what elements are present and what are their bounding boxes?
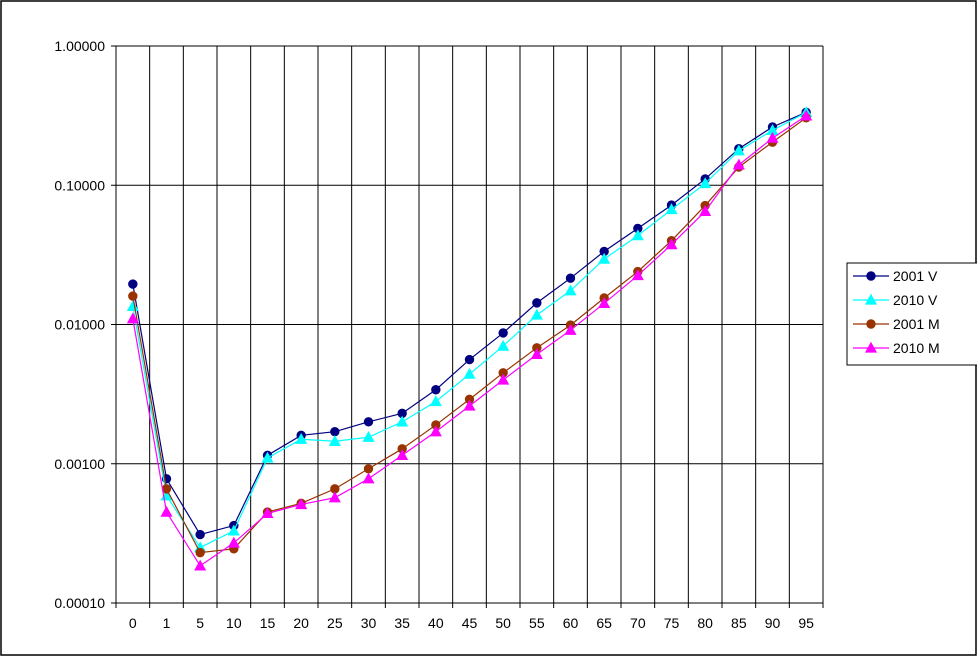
x-tick-label: 1 bbox=[163, 615, 171, 631]
x-tick-label: 60 bbox=[563, 615, 579, 631]
data-point bbox=[128, 279, 138, 289]
data-point bbox=[598, 252, 611, 264]
data-point bbox=[564, 323, 577, 335]
data-point bbox=[800, 109, 813, 121]
data-point bbox=[194, 559, 207, 571]
x-tick-label: 40 bbox=[428, 615, 444, 631]
x-axis-ticks: 0 1 5 10 15 20 25 30 35 40 45 50 55 60 65 70 75 80 85 90 95 bbox=[115, 603, 824, 631]
data-point bbox=[328, 435, 341, 446]
data-point bbox=[699, 205, 712, 216]
grid bbox=[116, 45, 824, 604]
data-point bbox=[431, 385, 441, 395]
data-point bbox=[532, 298, 542, 308]
x-tick-label: 85 bbox=[731, 615, 747, 631]
data-point bbox=[464, 354, 475, 365]
legend-marker bbox=[864, 341, 878, 353]
x-tick-label: 75 bbox=[664, 615, 680, 631]
data-point bbox=[497, 339, 510, 351]
y-axis-ticks: 1.00000 0.10000 0.01000 0.00100 0.00010 bbox=[54, 38, 116, 611]
x-tick-label: 0 bbox=[129, 615, 137, 631]
data-point bbox=[227, 536, 240, 548]
data-point bbox=[665, 238, 678, 250]
data-point bbox=[330, 426, 340, 437]
legend-marker bbox=[866, 319, 876, 329]
data-point bbox=[396, 415, 409, 427]
x-tick-label: 15 bbox=[260, 615, 276, 631]
x-tick-label: 30 bbox=[361, 615, 377, 631]
data-point bbox=[565, 273, 576, 283]
data-point bbox=[463, 399, 476, 411]
data-point bbox=[530, 308, 543, 320]
data-point bbox=[261, 451, 274, 463]
legend-label: 2001 V bbox=[893, 268, 938, 284]
y-tick-label: 0.00100 bbox=[54, 456, 105, 472]
legend-label: 2010 M bbox=[893, 340, 940, 356]
x-tick-label: 50 bbox=[495, 615, 511, 631]
data-point bbox=[497, 373, 510, 385]
data-point bbox=[328, 491, 341, 503]
x-tick-label: 55 bbox=[529, 615, 545, 631]
y-tick-label: 1.00000 bbox=[54, 38, 105, 54]
y-tick-label: 0.00010 bbox=[54, 595, 105, 611]
x-tick-label: 80 bbox=[697, 615, 713, 631]
data-point bbox=[227, 524, 240, 536]
data-point bbox=[766, 131, 779, 143]
data-point bbox=[363, 464, 374, 474]
legend-entry: 2010 V bbox=[853, 292, 938, 308]
x-tick-label: 10 bbox=[226, 615, 242, 631]
legend-marker bbox=[864, 293, 878, 305]
legend-entry: 2001 M bbox=[853, 316, 940, 332]
data-point bbox=[530, 348, 543, 360]
data-point bbox=[732, 144, 745, 156]
data-point bbox=[429, 425, 442, 437]
series-2010-m bbox=[126, 109, 813, 571]
data-point bbox=[429, 395, 442, 407]
x-tick-label: 25 bbox=[327, 615, 343, 631]
x-tick-label: 5 bbox=[196, 615, 204, 631]
data-point bbox=[363, 417, 374, 427]
data-point bbox=[396, 449, 409, 460]
legend: 2001 V 2010 V 2001 M 2010 M bbox=[846, 262, 977, 366]
data-point bbox=[631, 269, 644, 281]
x-tick-label: 70 bbox=[630, 615, 646, 631]
data-point bbox=[295, 432, 308, 444]
data-point bbox=[362, 431, 375, 442]
data-point bbox=[295, 498, 308, 510]
x-tick-label: 20 bbox=[293, 615, 309, 631]
data-point bbox=[126, 312, 139, 324]
x-tick-label: 95 bbox=[798, 615, 814, 631]
x-tick-label: 65 bbox=[596, 615, 612, 631]
data-point bbox=[598, 297, 611, 308]
data-point bbox=[195, 547, 205, 558]
x-tick-label: 45 bbox=[462, 615, 478, 631]
data-point bbox=[498, 328, 508, 338]
data-point bbox=[564, 284, 577, 296]
y-tick-label: 0.10000 bbox=[54, 177, 105, 193]
data-point bbox=[128, 291, 138, 301]
data-point bbox=[362, 472, 375, 484]
x-tick-label: 35 bbox=[394, 615, 410, 631]
x-tick-label: 90 bbox=[765, 615, 781, 631]
data-point bbox=[463, 367, 476, 379]
data-point bbox=[195, 529, 205, 540]
legend-entry: 2010 M bbox=[853, 340, 940, 356]
legend-entry: 2001 V bbox=[853, 268, 938, 284]
y-tick-label: 0.01000 bbox=[54, 317, 105, 333]
legend-label: 2001 M bbox=[893, 316, 940, 332]
data-point bbox=[732, 158, 745, 170]
data-point bbox=[699, 177, 712, 189]
series bbox=[126, 106, 813, 571]
legend-marker bbox=[866, 271, 876, 281]
data-point bbox=[261, 507, 274, 519]
data-point bbox=[631, 229, 644, 241]
data-point bbox=[665, 203, 678, 215]
data-point bbox=[160, 505, 173, 517]
legend-label: 2010 V bbox=[893, 292, 938, 308]
